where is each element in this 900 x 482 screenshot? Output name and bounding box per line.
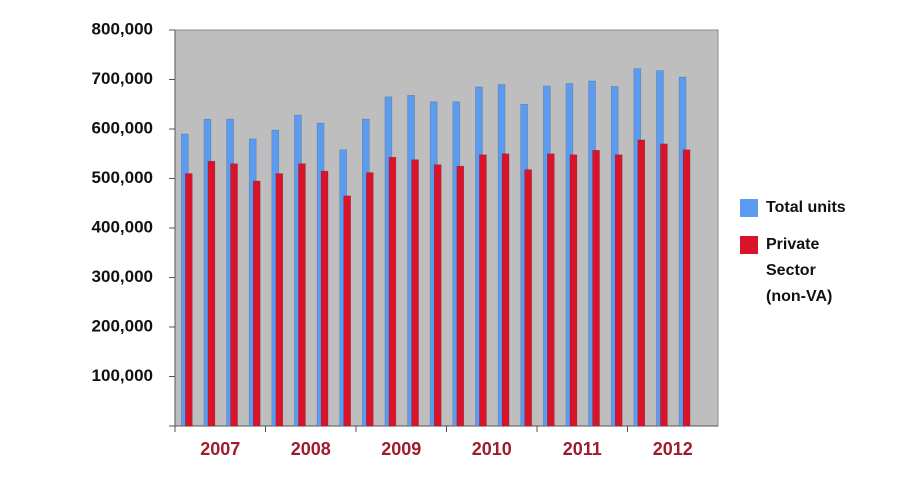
bar bbox=[343, 195, 351, 427]
bar bbox=[388, 156, 397, 427]
legend-swatch bbox=[740, 236, 758, 254]
bar bbox=[501, 153, 510, 427]
bar bbox=[569, 154, 578, 427]
plot-area bbox=[174, 29, 719, 427]
x-group-label: 2009 bbox=[381, 439, 421, 459]
bar bbox=[185, 173, 193, 427]
bar bbox=[524, 169, 532, 427]
bar bbox=[230, 163, 238, 427]
bar bbox=[547, 153, 555, 427]
y-tick-label: 600,000 bbox=[92, 118, 153, 137]
x-group-label: 2011 bbox=[563, 439, 602, 459]
bar bbox=[207, 160, 216, 427]
legend-swatch bbox=[740, 199, 758, 217]
y-tick-label: 200,000 bbox=[92, 316, 153, 335]
bar bbox=[682, 149, 691, 427]
bar bbox=[411, 159, 419, 427]
bar bbox=[592, 150, 600, 427]
x-group-label: 2008 bbox=[291, 439, 331, 459]
bar bbox=[660, 143, 668, 427]
bar bbox=[275, 173, 284, 427]
bar bbox=[298, 163, 306, 427]
x-group-label: 2007 bbox=[200, 439, 240, 459]
x-group-label: 2010 bbox=[472, 439, 512, 459]
bar bbox=[252, 180, 261, 427]
y-tick-label: 400,000 bbox=[92, 217, 153, 236]
y-tick-label: 800,000 bbox=[92, 19, 153, 38]
y-tick-label: 300,000 bbox=[92, 267, 153, 286]
legend-label: Total units bbox=[766, 199, 846, 216]
bar bbox=[456, 165, 465, 427]
x-group-label: 2012 bbox=[653, 439, 693, 459]
bar bbox=[433, 164, 442, 427]
bar bbox=[637, 139, 646, 427]
bar bbox=[366, 172, 374, 427]
y-tick-label: 700,000 bbox=[92, 69, 153, 88]
y-tick-label: 500,000 bbox=[92, 168, 153, 187]
bar bbox=[479, 154, 487, 427]
legend-label: Private Sector (non-VA) bbox=[766, 236, 832, 305]
bar bbox=[614, 154, 623, 427]
bar bbox=[320, 170, 329, 427]
y-tick-label: 100,000 bbox=[92, 366, 153, 385]
